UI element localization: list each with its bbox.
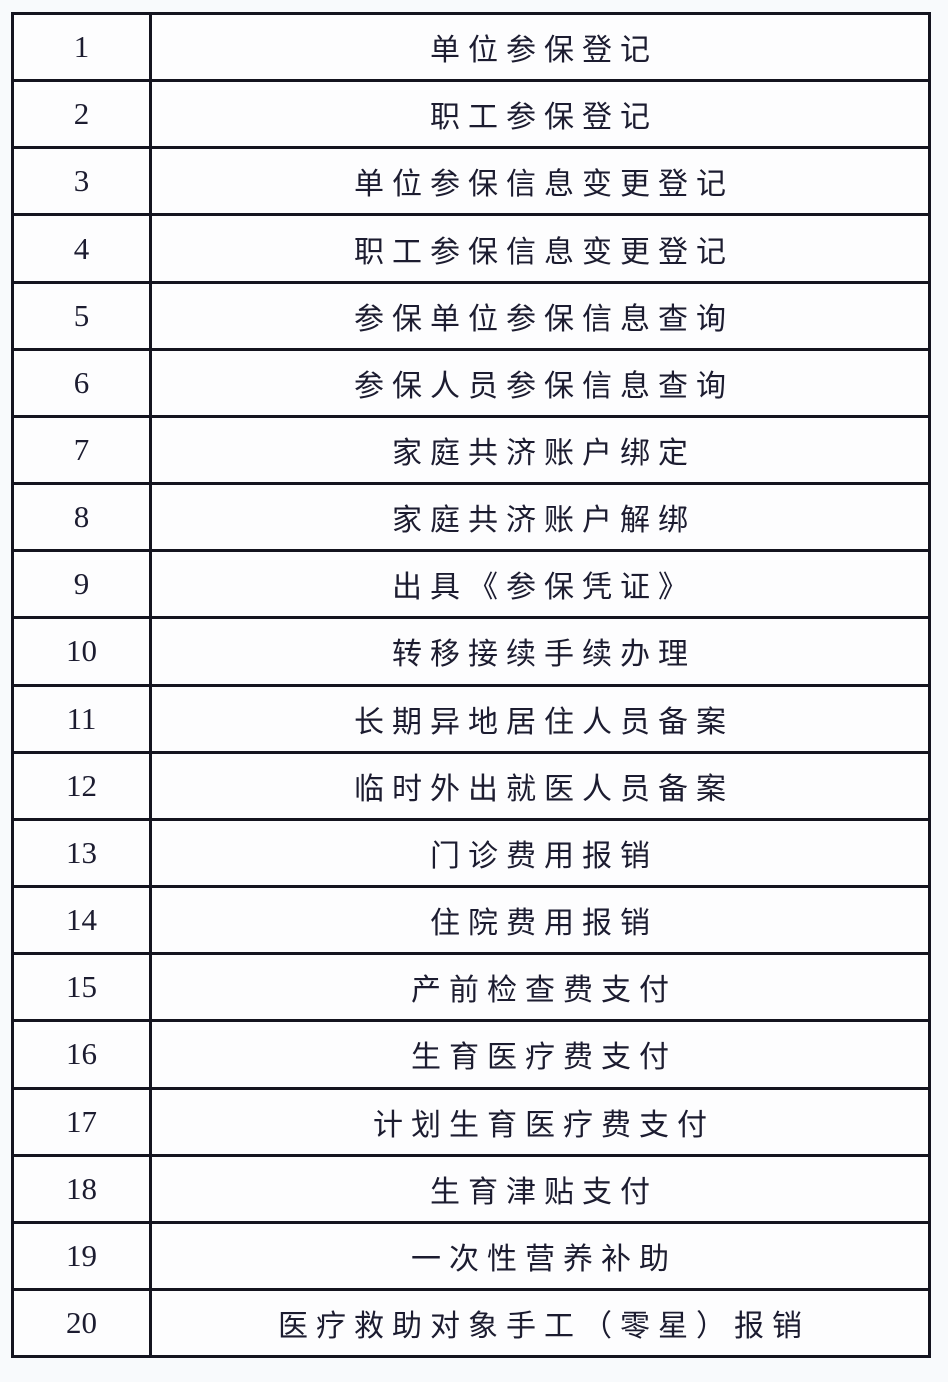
row-number: 8: [14, 485, 152, 550]
row-number: 5: [14, 283, 152, 348]
table-row: 13 门诊费用报销: [14, 820, 928, 889]
table-row: 11 长期异地居住人员备案: [14, 686, 928, 754]
table-row: 14 住院费用报销: [14, 888, 928, 956]
row-item-name: 一次性营养补助: [411, 1242, 677, 1276]
row-item-name: 生育医疗费支付: [411, 1041, 677, 1075]
row-item-name: 转移接续手续办理: [392, 638, 696, 672]
row-number: 13: [14, 820, 152, 886]
table-row: 17 计划生育医疗费支付: [14, 1089, 928, 1157]
row-number: 15: [14, 955, 152, 1020]
table-row: 7 家庭共济账户绑定: [14, 417, 928, 486]
table-row: 10 转移接续手续办理: [14, 619, 928, 687]
row-item-name: 职工参保登记: [430, 101, 658, 135]
row-number: 7: [14, 417, 152, 483]
row-number: 20: [14, 1290, 152, 1356]
row-item-name: 出具《参保凭证》: [392, 571, 696, 605]
row-item-name: 参保人员参保信息查询: [354, 369, 734, 403]
service-table: 1 单位参保登记 2 职工参保登记 3 单位参保信息变更登记 4 职工参保信息变更登记 5 参保单…: [11, 12, 931, 1358]
table-row: 2 职工参保登记: [14, 82, 928, 150]
row-item-name: 门诊费用报销: [430, 839, 658, 873]
table-row: 20 医疗救助对象手工（零星）报销: [14, 1290, 928, 1356]
table-row: 18 生育津贴支付: [14, 1156, 928, 1224]
row-number: 19: [14, 1223, 152, 1288]
table-row: 5 参保单位参保信息查询: [14, 283, 928, 351]
row-item-name: 医疗救助对象手工（零星）报销: [278, 1310, 810, 1344]
row-item-name: 生育津贴支付: [430, 1175, 658, 1209]
table-row: 8 家庭共济账户解绑: [14, 485, 928, 553]
table-row: 19 一次性营养补助: [14, 1223, 928, 1291]
row-item-name: 职工参保信息变更登记: [354, 235, 734, 269]
row-item-name: 单位参保登记: [430, 34, 658, 68]
row-number: 14: [14, 888, 152, 953]
row-number: 10: [14, 619, 152, 684]
table-row: 3 单位参保信息变更登记: [14, 149, 928, 217]
row-number: 12: [14, 753, 152, 818]
row-number: 18: [14, 1156, 152, 1221]
table-row: 15 产前检查费支付: [14, 955, 928, 1023]
row-number: 4: [14, 216, 152, 281]
row-number: 11: [14, 686, 152, 751]
row-item-name: 住院费用报销: [430, 907, 658, 941]
row-item-name: 临时外出就医人员备案: [354, 772, 734, 806]
row-item-name: 产前检查费支付: [411, 974, 677, 1008]
row-number: 17: [14, 1089, 152, 1154]
row-item-name: 长期异地居住人员备案: [354, 705, 734, 739]
table-row: 16 生育医疗费支付: [14, 1022, 928, 1090]
table-row: 9 出具《参保凭证》: [14, 552, 928, 620]
row-item-name: 计划生育医疗费支付: [373, 1108, 715, 1142]
table-row: 4 职工参保信息变更登记: [14, 216, 928, 284]
row-item-name: 家庭共济账户绑定: [392, 437, 696, 471]
row-item-name: 参保单位参保信息查询: [354, 302, 734, 336]
row-number: 6: [14, 350, 152, 415]
table-row: 12 临时外出就医人员备案: [14, 753, 928, 821]
row-item-name: 家庭共济账户解绑: [392, 504, 696, 538]
table-row: 6 参保人员参保信息查询: [14, 350, 928, 418]
row-number: 3: [14, 149, 152, 214]
row-number: 9: [14, 552, 152, 617]
row-number: 1: [14, 15, 152, 80]
row-item-name: 单位参保信息变更登记: [354, 168, 734, 202]
row-number: 16: [14, 1022, 152, 1087]
table-row: 1 单位参保登记: [14, 15, 928, 83]
row-number: 2: [14, 82, 152, 147]
